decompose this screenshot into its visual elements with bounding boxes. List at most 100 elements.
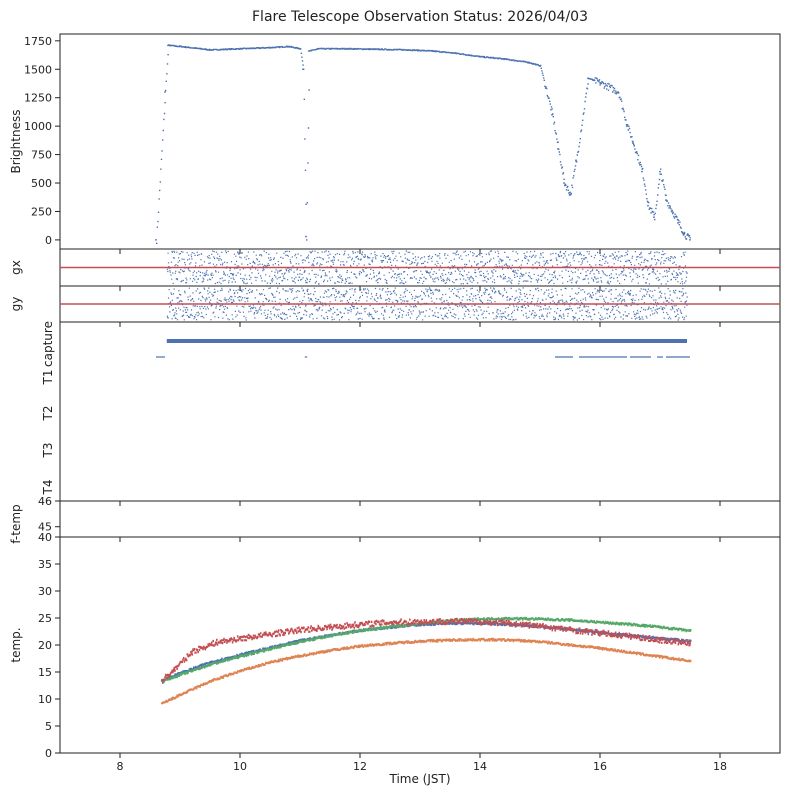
brightness-point <box>671 210 673 213</box>
x-tick-label: 14 <box>473 760 487 773</box>
brightness-point <box>155 238 157 241</box>
temp-point-orange <box>448 639 452 642</box>
temp-point-green <box>208 663 212 666</box>
brightness-point <box>539 64 541 67</box>
chart-title: Flare Telescope Observation Status: 2026… <box>252 9 588 25</box>
brightness-point <box>407 49 409 51</box>
temp-point-orange <box>178 693 182 696</box>
brightness-point <box>308 50 310 52</box>
brightness-y-tick-label: 250 <box>31 205 52 218</box>
brightness-point <box>575 159 577 162</box>
x-tick-label: 18 <box>713 760 727 773</box>
ftemp-y-tick-label: 46 <box>38 495 52 508</box>
temp-point-red <box>538 625 542 628</box>
brightness-y-label: Brightness <box>9 110 23 174</box>
temp-y-tick-label: 20 <box>38 639 52 652</box>
temp-point-green <box>268 647 272 650</box>
temp-frame <box>59 536 781 754</box>
brightness-point <box>683 233 685 236</box>
temp-point-red <box>238 637 242 640</box>
brightness-point <box>167 44 169 47</box>
temp-point-orange <box>508 639 512 642</box>
brightness-point <box>626 125 628 128</box>
brightness-y-tick-label: 1250 <box>24 92 52 105</box>
brightness-point <box>302 68 304 71</box>
brightness-point <box>659 170 661 173</box>
row-label-T3: T3 <box>41 443 55 459</box>
brightness-point <box>677 221 679 224</box>
brightness-point <box>269 46 271 49</box>
brightness-point <box>287 45 289 48</box>
temp-point-red <box>418 620 422 623</box>
temp-point-green <box>598 621 602 624</box>
temp-point-red <box>328 626 332 629</box>
temp-point-orange <box>358 644 362 648</box>
temp-y-tick-label: 30 <box>38 585 52 598</box>
x-axis-label: Time (JST) <box>388 772 450 786</box>
x-tick-label: 12 <box>353 760 367 773</box>
brightness-point <box>317 47 319 50</box>
plot-layer: 02505007501000125015001750Brightnessgxgy… <box>9 33 781 773</box>
brightness-point <box>209 49 211 51</box>
brightness-point <box>599 82 601 84</box>
temp-point-green <box>508 617 512 620</box>
temp-point-orange <box>658 655 662 658</box>
temp-point-red <box>688 642 692 645</box>
brightness-point <box>632 142 634 145</box>
brightness-point <box>527 61 529 64</box>
brightness-point <box>653 216 655 219</box>
temp-point-red <box>658 639 662 642</box>
temp-point-red <box>388 621 392 624</box>
brightness-point <box>689 238 691 241</box>
temp-point-green <box>628 623 632 626</box>
x-tick-label: 10 <box>233 760 247 773</box>
gy-y-label: gy <box>9 297 23 312</box>
temp-point-blue <box>448 622 452 625</box>
ftemp-y-tick-label: 45 <box>38 521 52 534</box>
brightness-point <box>479 55 481 58</box>
temp-point-red <box>160 679 164 682</box>
brightness-y-tick-label: 1000 <box>24 120 52 133</box>
brightness-points <box>156 44 691 244</box>
row-label-T4: T4 <box>41 480 55 496</box>
brightness-y-tick-label: 1500 <box>24 63 52 76</box>
x-tick-label: 16 <box>593 760 607 773</box>
gx-points <box>166 250 688 285</box>
temp-point-green <box>478 617 482 621</box>
temp-y-tick-label: 5 <box>45 720 52 733</box>
temp-point-red <box>172 668 176 671</box>
brightness-point <box>455 52 457 55</box>
temp-point-red <box>508 622 512 625</box>
brightness-y-tick-label: 750 <box>31 149 52 162</box>
temp-point-blue <box>208 661 212 664</box>
brightness-point <box>164 91 166 93</box>
temp-point-red <box>358 623 362 626</box>
temp-point-green <box>388 625 392 628</box>
temp-point-green <box>328 634 332 637</box>
temp-point-orange <box>238 669 242 673</box>
temp-point-red <box>268 633 272 636</box>
temp-point-green <box>178 673 182 676</box>
temp-point-orange <box>598 647 602 650</box>
temp-point-red <box>298 628 302 631</box>
temp-point-green <box>238 655 242 658</box>
temp-point-green <box>298 640 302 643</box>
brightness-point <box>299 47 301 50</box>
temp-point-orange <box>538 640 542 643</box>
temp-point-red <box>598 632 602 635</box>
temp-point-green <box>538 617 542 621</box>
temp-point-red <box>628 635 632 638</box>
temp-y-tick-label: 40 <box>38 531 52 544</box>
temp-point-orange <box>628 651 632 654</box>
brightness-y-tick-label: 500 <box>31 177 52 190</box>
temp-point-orange <box>328 649 332 652</box>
row-label-T1: T1 <box>41 370 55 386</box>
x-tick-label: 8 <box>117 760 124 773</box>
temp-point-orange <box>160 702 164 705</box>
temp-point-red <box>214 641 218 644</box>
brightness-y-tick-label: 1750 <box>24 35 52 48</box>
temp-point-orange <box>478 638 482 641</box>
temp-point-orange <box>688 660 692 663</box>
gy-points <box>166 287 688 321</box>
